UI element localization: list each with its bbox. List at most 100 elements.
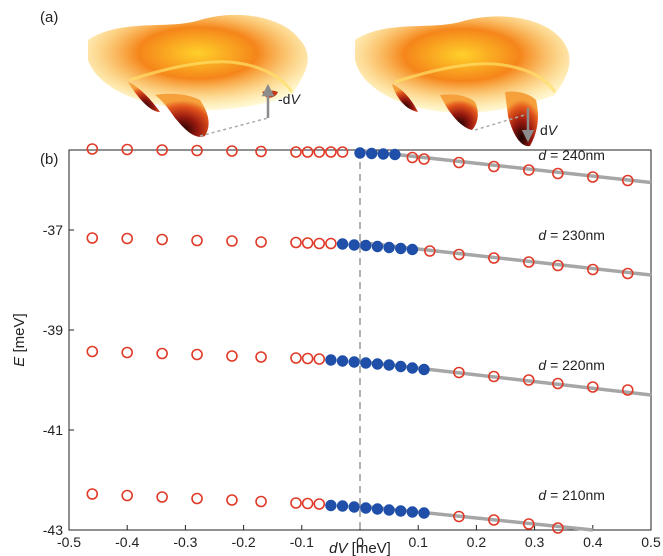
- open-marker: [226, 235, 238, 247]
- open-marker: [418, 153, 430, 165]
- open-marker: [522, 518, 535, 530]
- open-marker: [226, 494, 238, 506]
- potential-surface-left: -dV: [88, 14, 308, 137]
- panel-a: (a) -dV dV: [40, 9, 570, 147]
- open-marker: [621, 384, 634, 396]
- x-tick-label: -0.5: [57, 534, 81, 550]
- x-axis-title: dV [meV]: [329, 540, 391, 556]
- well-right-2: [440, 94, 478, 130]
- filled-marker: [418, 507, 430, 519]
- annotation-dv: dV: [540, 122, 559, 138]
- filled-marker: [377, 148, 389, 160]
- filled-marker: [336, 500, 349, 512]
- surface-left-ridge: [129, 60, 294, 93]
- open-marker: [290, 352, 302, 364]
- axis-ticks: -0.5 -0.4 -0.3 -0.2 -0.1 0 0.1 0.2 0.3 0.4 0.5 -37 -…: [43, 222, 661, 550]
- x-tick-label: 0: [356, 534, 364, 550]
- open-marker: [453, 366, 465, 379]
- x-tick-label: 0.5: [641, 534, 661, 550]
- surface-right-ridge: [394, 62, 557, 93]
- open-marker: [586, 381, 599, 393]
- open-marker: [301, 497, 314, 510]
- open-marker: [301, 237, 314, 249]
- filled-marker: [360, 239, 372, 252]
- filled-marker: [383, 359, 395, 371]
- open-marker: [552, 522, 564, 534]
- filled-marker: [406, 362, 419, 374]
- panel-b: (b) -0.5 -0.4 -0.3 -0.2 -0.1 0 0.1 0.2 0.3 0.4 0.5…: [11, 143, 661, 556]
- open-marker: [488, 160, 500, 173]
- open-marker: [290, 236, 302, 249]
- well-left-1: [128, 82, 160, 112]
- open-marker: [488, 370, 500, 383]
- dashed-link-left: [199, 117, 269, 137]
- open-marker: [453, 510, 465, 523]
- open-marker: [156, 144, 168, 156]
- fit-line-0: [359, 148, 652, 185]
- open-marker: [226, 350, 238, 362]
- y-axis-title: E [meV]: [11, 313, 28, 366]
- x-tick-label: -0.2: [232, 534, 256, 550]
- filled-marker: [348, 356, 360, 368]
- x-tick-label: 0.3: [525, 534, 545, 550]
- open-marker: [406, 151, 419, 164]
- open-marker: [255, 351, 267, 363]
- filled-marker: [354, 147, 366, 159]
- filled-marker: [365, 147, 378, 160]
- panel-a-label: (a): [40, 9, 58, 26]
- filled-marker: [395, 242, 407, 255]
- filled-marker: [336, 355, 349, 367]
- open-marker: [552, 167, 564, 180]
- open-marker: [453, 156, 465, 169]
- open-marker: [552, 259, 564, 272]
- y-tick-label: -41: [43, 422, 63, 438]
- open-marker: [586, 263, 599, 276]
- annotation-minus-dv: -dV: [278, 91, 301, 107]
- filled-marker: [325, 499, 337, 512]
- open-marker: [156, 491, 168, 503]
- filled-marker: [395, 505, 407, 517]
- open-marker: [453, 248, 465, 261]
- filled-marker: [389, 148, 401, 161]
- y-tick-label: -43: [43, 522, 63, 538]
- open-marker: [156, 347, 168, 360]
- panel-b-label: (b): [40, 151, 58, 168]
- x-tick-label: -0.4: [115, 534, 139, 550]
- filled-marker: [336, 238, 349, 250]
- x-tick-label: -0.3: [173, 534, 197, 550]
- filled-marker: [348, 239, 360, 251]
- series-label: d = 240nm: [538, 147, 605, 163]
- open-marker: [121, 346, 133, 359]
- filled-marker: [360, 357, 372, 369]
- open-marker: [488, 252, 500, 264]
- open-marker: [226, 145, 238, 157]
- open-marker: [313, 146, 326, 158]
- open-marker: [86, 143, 99, 155]
- open-marker: [290, 146, 302, 158]
- filled-marker: [325, 354, 337, 366]
- series-label: d = 220nm: [538, 357, 605, 373]
- data-markers: [86, 143, 634, 534]
- open-marker: [191, 234, 203, 247]
- plot-frame: [68, 149, 652, 531]
- open-marker: [121, 143, 133, 156]
- open-marker: [86, 345, 99, 358]
- open-marker: [255, 145, 267, 158]
- well-right-1: [392, 84, 418, 112]
- filled-marker: [406, 506, 419, 518]
- open-marker: [301, 352, 314, 365]
- open-marker: [488, 514, 500, 526]
- open-marker: [255, 495, 267, 508]
- well-left-2: [155, 93, 209, 137]
- open-marker: [313, 498, 326, 510]
- x-tick-label: -0.1: [290, 534, 314, 550]
- filled-marker: [383, 241, 395, 254]
- open-marker: [552, 377, 564, 390]
- open-marker: [325, 237, 337, 250]
- filled-marker: [406, 243, 419, 256]
- open-marker: [325, 146, 337, 158]
- open-marker: [522, 256, 535, 268]
- potential-surface-right: dV: [355, 16, 570, 147]
- open-marker: [156, 233, 168, 246]
